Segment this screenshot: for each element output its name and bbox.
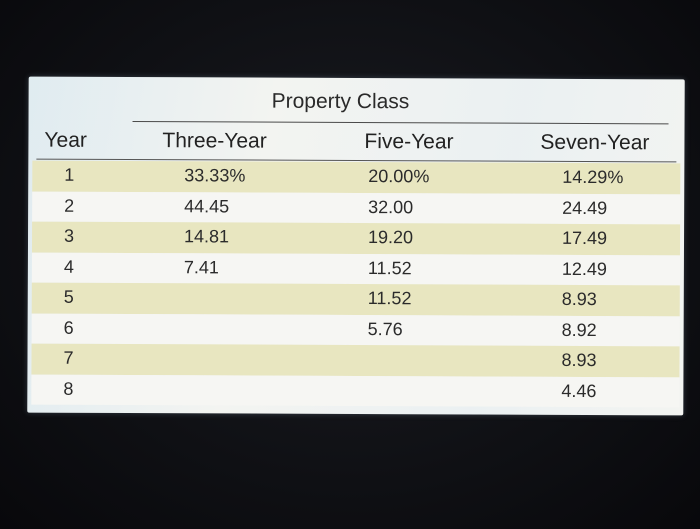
cell-year: 3 [63,225,75,246]
property-class-header: Property Class [271,89,410,114]
cell-seven-year: 8.92 [561,319,597,340]
table-row: 1 33.33% 20.00% 14.29% [32,160,681,194]
cell-three-year: 14.81 [183,226,230,247]
cell-year: 6 [63,317,74,338]
cell-year: 4 [63,256,74,277]
cell-year: 7 [63,347,74,368]
table-row: 7 8.93 [31,343,680,377]
group-header-row: Property Class [29,89,685,124]
cell-five-year: 32.00 [368,196,414,217]
column-header-seven-year: Seven-Year [540,130,650,155]
table-body: 1 33.33% 20.00% 14.29% 2 44.45 32.00 24.… [31,160,681,408]
cell-year: 1 [64,164,75,185]
cell-year: 8 [63,378,74,399]
cell-seven-year: 24.49 [562,197,608,218]
cell-seven-year: 4.46 [561,380,597,401]
macrs-table: Property Class Year Three-Year Five-Year… [27,76,685,416]
table-row: 6 5.76 8.92 [31,313,680,347]
column-header-five-year: Five-Year [364,130,454,154]
cell-five-year: 20.00% [368,166,430,187]
column-header-three-year: Three-Year [162,129,267,153]
cell-five-year: 19.20 [367,227,414,248]
cell-five-year: 11.52 [367,288,412,309]
cell-seven-year: 14.29% [562,166,624,188]
table-row: 3 14.81 19.20 17.49 [31,221,681,255]
cell-three-year: 7.41 [183,256,219,277]
cell-year: 2 [64,195,75,216]
cell-seven-year: 8.93 [561,349,597,371]
column-header-year: Year [44,128,87,152]
cell-year: 5 [63,286,74,307]
cell-five-year: 5.76 [367,318,403,339]
table-row: 4 7.41 11.52 12.49 [31,252,680,286]
cell-seven-year: 12.49 [561,258,607,279]
cell-three-year: 33.33% [184,165,246,186]
table-row: 8 4.46 [31,374,680,408]
table-row: 5 11.52 8.93 [31,282,680,316]
cell-seven-year: 17.49 [561,227,608,249]
cell-three-year: 44.45 [184,195,230,216]
cell-seven-year: 8.93 [561,288,597,310]
table-row: 2 44.45 32.00 24.49 [32,191,681,225]
cell-five-year: 11.52 [367,257,412,278]
